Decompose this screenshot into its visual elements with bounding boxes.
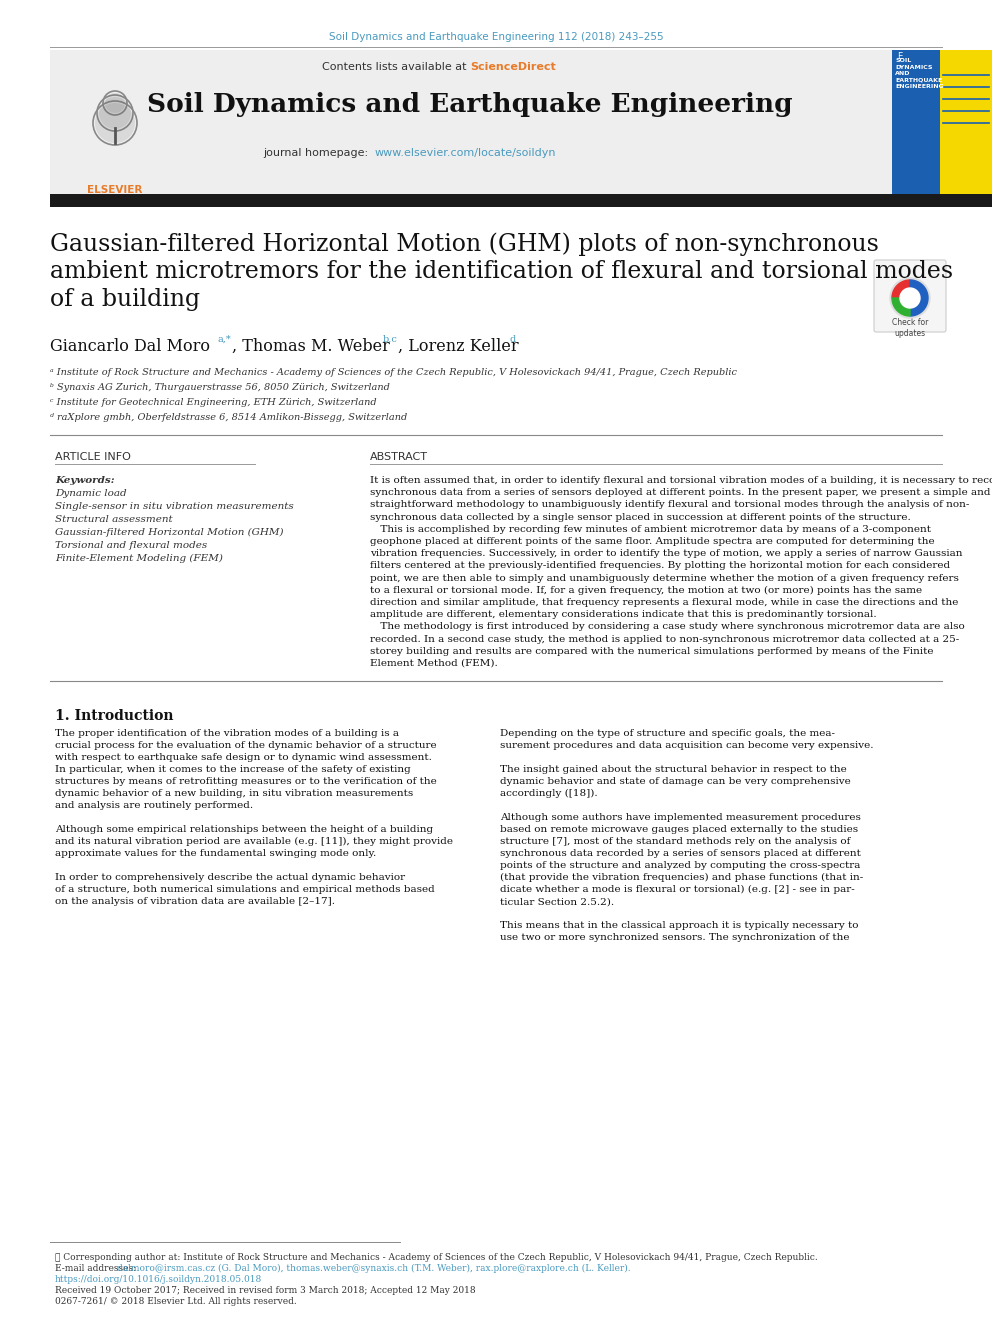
Circle shape xyxy=(105,93,125,112)
Text: ᵈ raXplore gmbh, Oberfeldstrasse 6, 8514 Amlikon-Bissegg, Switzerland: ᵈ raXplore gmbh, Oberfeldstrasse 6, 8514… xyxy=(50,413,408,422)
Text: recorded. In a second case study, the method is applied to non-synchronous micro: recorded. In a second case study, the me… xyxy=(370,635,959,643)
Text: crucial process for the evaluation of the dynamic behavior of a structure: crucial process for the evaluation of th… xyxy=(55,741,436,750)
Text: ambient microtremors for the identification of flexural and torsional modes: ambient microtremors for the identificat… xyxy=(50,261,953,283)
Text: Although some empirical relationships between the height of a building: Although some empirical relationships be… xyxy=(55,826,434,835)
Text: vibration frequencies. Successively, in order to identify the type of motion, we: vibration frequencies. Successively, in … xyxy=(370,549,962,558)
Text: Giancarlo Dal Moro: Giancarlo Dal Moro xyxy=(50,337,210,355)
Text: ᵃ Institute of Rock Structure and Mechanics - Academy of Sciences of the Czech R: ᵃ Institute of Rock Structure and Mechan… xyxy=(50,368,737,377)
Text: with respect to earthquake safe design or to dynamic wind assessment.: with respect to earthquake safe design o… xyxy=(55,753,432,762)
Text: Although some authors have implemented measurement procedures: Although some authors have implemented m… xyxy=(500,814,861,822)
Text: Soil Dynamics and Earthquake Engineering 112 (2018) 243–255: Soil Dynamics and Earthquake Engineering… xyxy=(328,32,664,42)
Text: ScienceDirect: ScienceDirect xyxy=(470,62,556,71)
Text: Received 19 October 2017; Received in revised form 3 March 2018; Accepted 12 May: Received 19 October 2017; Received in re… xyxy=(55,1286,475,1295)
Polygon shape xyxy=(892,280,910,298)
Text: dicate whether a mode is flexural or torsional) (e.g. [2] - see in par-: dicate whether a mode is flexural or tor… xyxy=(500,885,855,894)
Text: 0267-7261/ © 2018 Elsevier Ltd. All rights reserved.: 0267-7261/ © 2018 Elsevier Ltd. All righ… xyxy=(55,1297,297,1306)
Text: The methodology is first introduced by considering a case study where synchronou: The methodology is first introduced by c… xyxy=(370,622,965,631)
Text: dynamic behavior and state of damage can be very comprehensive: dynamic behavior and state of damage can… xyxy=(500,777,851,786)
Text: based on remote microwave gauges placed externally to the studies: based on remote microwave gauges placed … xyxy=(500,826,858,835)
Text: to a flexural or torsional mode. If, for a given frequency, the motion at two (o: to a flexural or torsional mode. If, for… xyxy=(370,586,923,595)
Text: of a structure, both numerical simulations and empirical methods based: of a structure, both numerical simulatio… xyxy=(55,885,434,894)
Text: dynamic behavior of a new building, in situ vibration measurements: dynamic behavior of a new building, in s… xyxy=(55,790,414,798)
Text: of a building: of a building xyxy=(50,288,200,311)
Text: Keywords:: Keywords: xyxy=(55,476,115,486)
Text: ᶜ Institute for Geotechnical Engineering, ETH Zürich, Switzerland: ᶜ Institute for Geotechnical Engineering… xyxy=(50,398,377,407)
Text: synchronous data recorded by a series of sensors placed at different: synchronous data recorded by a series of… xyxy=(500,849,861,859)
Text: structure [7], most of the standard methods rely on the analysis of: structure [7], most of the standard meth… xyxy=(500,837,850,847)
Text: ticular Section 2.5.2).: ticular Section 2.5.2). xyxy=(500,897,614,906)
Text: E: E xyxy=(897,52,903,61)
Text: approximate values for the fundamental swinging mode only.: approximate values for the fundamental s… xyxy=(55,849,376,859)
Text: points of the structure and analyzed by computing the cross-spectra: points of the structure and analyzed by … xyxy=(500,861,860,871)
Text: a,*: a,* xyxy=(218,335,232,344)
Polygon shape xyxy=(892,298,910,316)
FancyBboxPatch shape xyxy=(874,261,946,332)
Text: Contents lists available at: Contents lists available at xyxy=(322,62,470,71)
FancyBboxPatch shape xyxy=(50,194,992,206)
Text: ⋆ Corresponding author at: Institute of Rock Structure and Mechanics - Academy o: ⋆ Corresponding author at: Institute of … xyxy=(55,1253,817,1262)
Text: Dynamic load: Dynamic load xyxy=(55,490,127,497)
Text: point, we are then able to simply and unambiguously determine whether the motion: point, we are then able to simply and un… xyxy=(370,574,959,582)
Text: filters centered at the previously-identified frequencies. By plotting the horiz: filters centered at the previously-ident… xyxy=(370,561,950,570)
Text: https://doi.org/10.1016/j.soildyn.2018.05.018: https://doi.org/10.1016/j.soildyn.2018.0… xyxy=(55,1275,262,1285)
Text: ABSTRACT: ABSTRACT xyxy=(370,452,428,462)
Text: (that provide the vibration frequencies) and phase functions (that in-: (that provide the vibration frequencies)… xyxy=(500,873,863,882)
Text: , Thomas M. Weber: , Thomas M. Weber xyxy=(232,337,390,355)
Text: The insight gained about the structural behavior in respect to the: The insight gained about the structural … xyxy=(500,765,847,774)
Text: 1. Introduction: 1. Introduction xyxy=(55,709,174,724)
Text: straightforward methodology to unambiguously identify flexural and torsional mod: straightforward methodology to unambiguo… xyxy=(370,500,969,509)
Text: Depending on the type of structure and specific goals, the mea-: Depending on the type of structure and s… xyxy=(500,729,835,738)
FancyBboxPatch shape xyxy=(892,50,992,194)
Circle shape xyxy=(900,288,920,308)
Text: It is often assumed that, in order to identify flexural and torsional vibration : It is often assumed that, in order to id… xyxy=(370,476,992,486)
Text: and analysis are routinely performed.: and analysis are routinely performed. xyxy=(55,802,253,810)
Text: and its natural vibration period are available (e.g. [11]), they might provide: and its natural vibration period are ava… xyxy=(55,837,453,847)
Text: This means that in the classical approach it is typically necessary to: This means that in the classical approac… xyxy=(500,921,858,930)
Text: , Lorenz Keller: , Lorenz Keller xyxy=(398,337,519,355)
Text: ᵇ Synaxis AG Zurich, Thurgauerstrasse 56, 8050 Zürich, Switzerland: ᵇ Synaxis AG Zurich, Thurgauerstrasse 56… xyxy=(50,382,390,392)
Text: amplitude are different, elementary considerations indicate that this is predomi: amplitude are different, elementary cons… xyxy=(370,610,877,619)
Text: In order to comprehensively describe the actual dynamic behavior: In order to comprehensively describe the… xyxy=(55,873,405,882)
Text: Single-sensor in situ vibration measurements: Single-sensor in situ vibration measurem… xyxy=(55,501,294,511)
Text: d: d xyxy=(509,335,515,344)
FancyBboxPatch shape xyxy=(940,50,992,194)
Text: synchronous data collected by a single sensor placed in succession at different : synchronous data collected by a single s… xyxy=(370,512,911,521)
Text: SOIL
DYNAMICS
AND
EARTHQUAKE
ENGINEERING: SOIL DYNAMICS AND EARTHQUAKE ENGINEERING xyxy=(895,58,943,90)
Polygon shape xyxy=(910,280,928,316)
Text: Torsional and flexural modes: Torsional and flexural modes xyxy=(55,541,207,550)
Text: direction and similar amplitude, that frequency represents a flexural mode, whil: direction and similar amplitude, that fr… xyxy=(370,598,958,607)
Text: synchronous data from a series of sensors deployed at different points. In the p: synchronous data from a series of sensor… xyxy=(370,488,990,497)
Circle shape xyxy=(99,97,131,130)
Text: ARTICLE INFO: ARTICLE INFO xyxy=(55,452,131,462)
Text: accordingly ([18]).: accordingly ([18]). xyxy=(500,790,597,798)
Text: b,c: b,c xyxy=(383,335,398,344)
Text: dalmoro@irsm.cas.cz (G. Dal Moro), thomas.weber@synaxis.ch (T.M. Weber), rax.plo: dalmoro@irsm.cas.cz (G. Dal Moro), thoma… xyxy=(117,1263,631,1273)
Text: Soil Dynamics and Earthquake Engineering: Soil Dynamics and Earthquake Engineering xyxy=(147,93,793,116)
FancyBboxPatch shape xyxy=(50,50,892,194)
Text: Gaussian-filtered Horizontal Motion (GHM): Gaussian-filtered Horizontal Motion (GHM… xyxy=(55,528,284,537)
Text: storey building and results are compared with the numerical simulations performe: storey building and results are compared… xyxy=(370,647,933,656)
Text: journal homepage:: journal homepage: xyxy=(263,148,375,157)
Text: E-mail addresses:: E-mail addresses: xyxy=(55,1263,139,1273)
Text: This is accomplished by recording few minutes of ambient microtremor data by mea: This is accomplished by recording few mi… xyxy=(370,525,931,533)
Text: on the analysis of vibration data are available [2–17].: on the analysis of vibration data are av… xyxy=(55,897,335,906)
Text: structures by means of retrofitting measures or to the verification of the: structures by means of retrofitting meas… xyxy=(55,777,436,786)
Text: Finite-Element Modeling (FEM): Finite-Element Modeling (FEM) xyxy=(55,554,223,564)
Text: In particular, when it comes to the increase of the safety of existing: In particular, when it comes to the incr… xyxy=(55,765,411,774)
Text: Check for
updates: Check for updates xyxy=(892,318,929,339)
Text: The proper identification of the vibration modes of a building is a: The proper identification of the vibrati… xyxy=(55,729,399,738)
Text: use two or more synchronized sensors. The synchronization of the: use two or more synchronized sensors. Th… xyxy=(500,933,849,942)
Text: geophone placed at different points of the same floor. Amplitude spectra are com: geophone placed at different points of t… xyxy=(370,537,934,546)
Circle shape xyxy=(890,278,930,318)
Text: ELSEVIER: ELSEVIER xyxy=(87,185,143,194)
Text: Gaussian-filtered Horizontal Motion (GHM) plots of non-synchronous: Gaussian-filtered Horizontal Motion (GHM… xyxy=(50,232,879,255)
Text: surement procedures and data acquisition can become very expensive.: surement procedures and data acquisition… xyxy=(500,741,874,750)
Text: Structural assessment: Structural assessment xyxy=(55,515,173,524)
Circle shape xyxy=(95,103,135,143)
Text: www.elsevier.com/locate/soildyn: www.elsevier.com/locate/soildyn xyxy=(375,148,557,157)
Text: Element Method (FEM).: Element Method (FEM). xyxy=(370,659,498,668)
